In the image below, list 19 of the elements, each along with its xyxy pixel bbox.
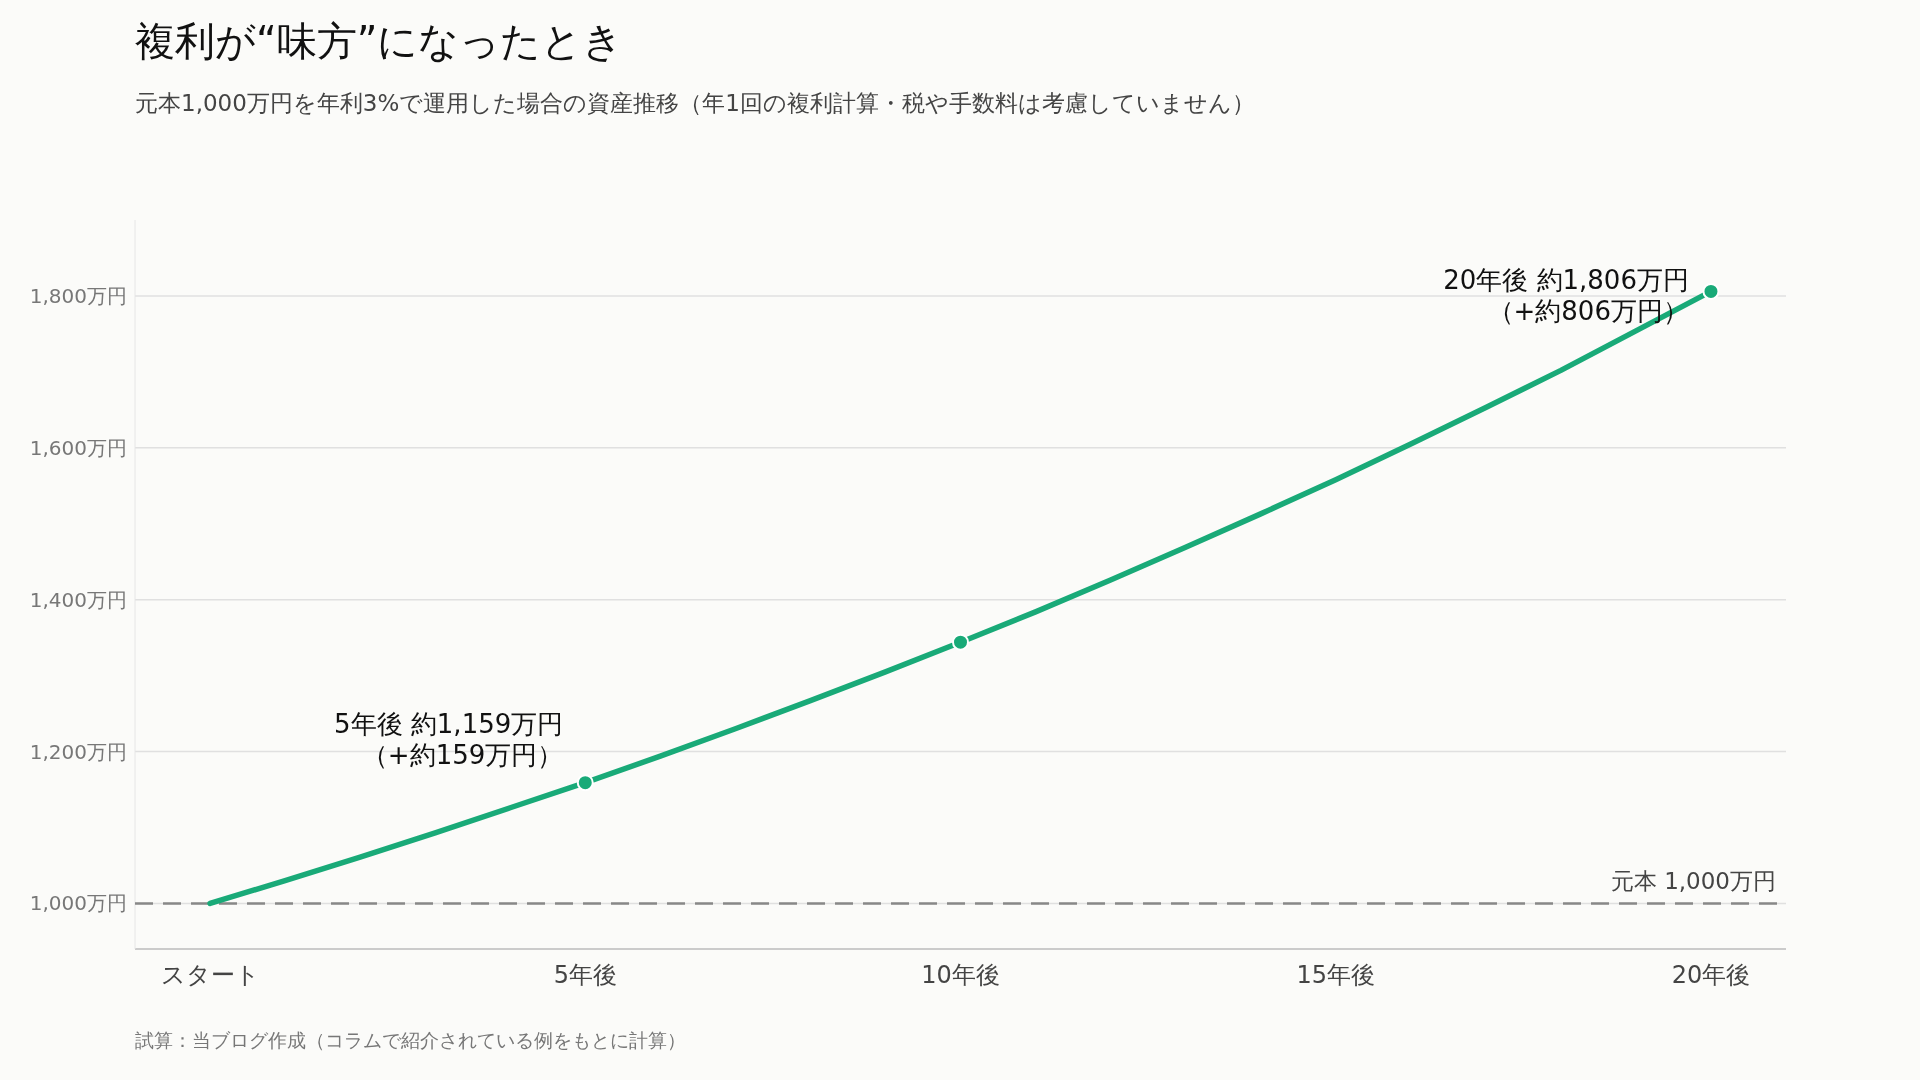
y-tick-label: 1,000万円 bbox=[29, 891, 127, 916]
x-tick-label: 10年後 bbox=[921, 961, 1000, 989]
point bbox=[952, 633, 969, 651]
x-tick-label: 5年後 bbox=[553, 961, 617, 989]
point bbox=[1702, 282, 1720, 300]
annotation: 20年後 約1,806万円（+約806万円） bbox=[1443, 265, 1689, 327]
y-tick-label: 1,400万円 bbox=[29, 587, 127, 612]
text: 試算：当ブログ作成（コラムで紹介されている例をもとに計算） bbox=[135, 1029, 686, 1051]
ref-line-label: 元本 1,000万円 bbox=[1610, 868, 1776, 895]
point bbox=[576, 774, 594, 792]
y-tick-label: 1,800万円 bbox=[29, 283, 127, 308]
x-tick-label: 20年後 bbox=[1671, 961, 1751, 989]
chart-title: 複利が“味方”になったとき bbox=[135, 18, 624, 64]
x-tick-label: 15年後 bbox=[1296, 961, 1375, 989]
y-tick-label: 1,600万円 bbox=[29, 435, 127, 460]
annotation: 5年後 約1,159万円（+約159万円） bbox=[334, 708, 564, 770]
x-tick-label: スタート bbox=[160, 961, 260, 989]
chart-subtitle: 元本1,000万円を年利3%で運用した場合の資産推移（年1回の複利計算・税や手数料は考慮していません） bbox=[135, 90, 1255, 116]
y-tick-label: 1,200万円 bbox=[29, 739, 127, 764]
